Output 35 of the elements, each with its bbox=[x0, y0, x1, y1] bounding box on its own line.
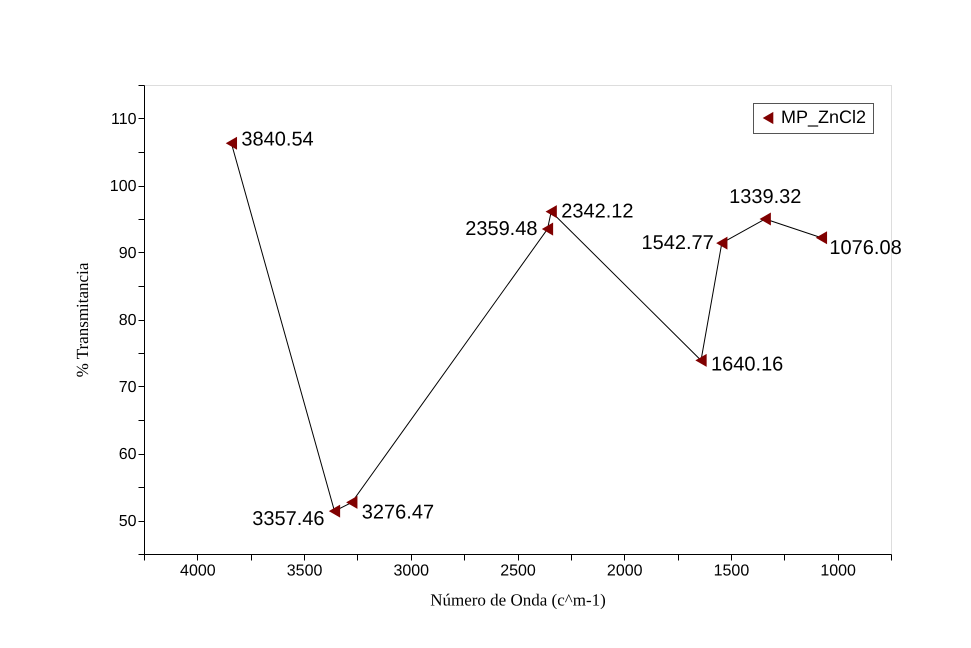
y-tick-label: 100 bbox=[110, 178, 137, 195]
annotation: 1542.77 bbox=[642, 232, 714, 254]
x-tick-label: 4000 bbox=[180, 562, 216, 580]
annotation: 1076.08 bbox=[829, 236, 902, 259]
annotation: 3276.47 bbox=[362, 501, 434, 524]
x-tick-label: 1000 bbox=[820, 562, 856, 580]
point bbox=[546, 205, 557, 218]
y-axis-title: % Transmitancia bbox=[72, 262, 92, 378]
y-tick-label: 70 bbox=[118, 379, 137, 396]
y-tick-label: 60 bbox=[118, 446, 137, 463]
point bbox=[816, 231, 828, 244]
y-tick-label: 50 bbox=[118, 513, 137, 530]
y-tick-label: 80 bbox=[118, 312, 137, 329]
x-tick-label: 2500 bbox=[500, 562, 536, 580]
point bbox=[328, 504, 340, 518]
y-tick-label: 90 bbox=[118, 245, 137, 262]
point bbox=[226, 136, 238, 150]
annotation: 1339.32 bbox=[729, 186, 802, 208]
annotation: 3840.54 bbox=[241, 128, 314, 150]
point bbox=[542, 222, 554, 236]
x-tick-label: 3500 bbox=[286, 562, 322, 580]
x-tick-label: 2000 bbox=[606, 562, 643, 580]
point bbox=[695, 354, 707, 367]
annotation: 2342.12 bbox=[561, 200, 634, 223]
legend-label: MP_ZnCl2 bbox=[781, 107, 866, 127]
point bbox=[716, 236, 728, 250]
point bbox=[346, 496, 358, 509]
annotation: 1640.16 bbox=[711, 353, 784, 376]
y-tick-label: 110 bbox=[110, 111, 137, 128]
x-tick-label: 1500 bbox=[714, 562, 750, 580]
x-tick-label: 3000 bbox=[393, 562, 430, 580]
x-axis-title: Número de Onda (c^m-1) bbox=[430, 590, 606, 610]
annotation: 3357.46 bbox=[252, 508, 324, 530]
point bbox=[760, 212, 771, 226]
annotation: 2359.48 bbox=[465, 218, 538, 240]
